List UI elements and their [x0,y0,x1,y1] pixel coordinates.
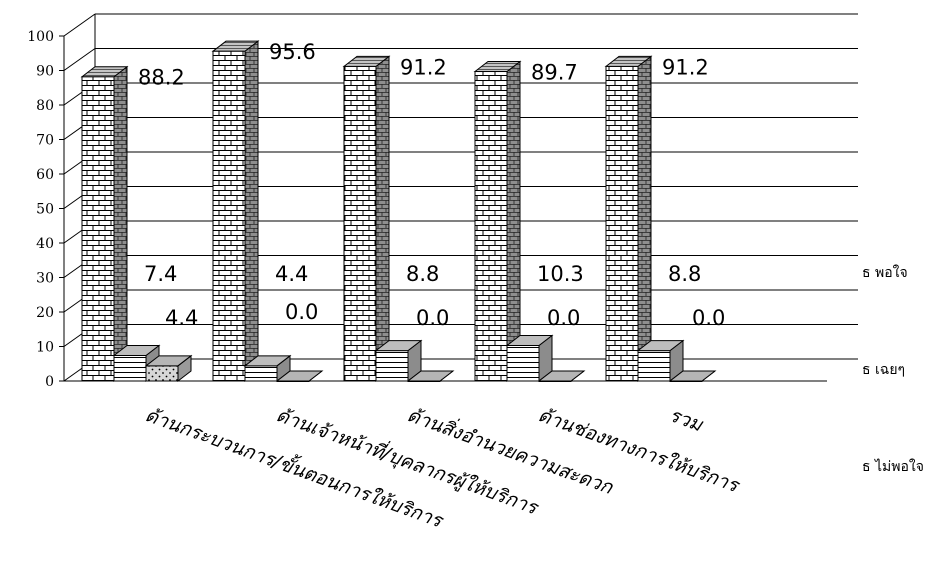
gridline-depth [63,13,96,37]
bar-group [473,60,522,383]
bar-side [637,55,652,383]
bar-top [537,370,586,382]
data-label: 10.3 [537,262,584,286]
bar [212,50,246,382]
bar-group [275,370,324,382]
bar [474,71,508,382]
bar [81,76,115,382]
bar-top [243,355,292,367]
y-tick-label: 50 [36,202,54,218]
bar-group [668,370,717,382]
bar-top [406,370,455,382]
data-label: 0.0 [285,300,318,324]
bar-top [668,370,717,382]
bar-top [505,334,554,346]
bar [113,354,147,382]
gridline-depth [63,48,96,71]
data-label: 0.0 [692,306,725,330]
bar [343,65,377,382]
bar-top [112,344,161,356]
bar-side [113,65,128,383]
bar-side [506,60,521,383]
y-tick-label: 100 [27,29,54,45]
data-label: 4.4 [165,306,198,330]
bar-group [80,65,129,383]
bar-top [275,370,324,382]
bar-group [342,55,391,383]
category-label: รวม [666,404,706,437]
y-tick-label: 30 [36,271,54,287]
y-tick-label: 90 [36,64,54,80]
legend-entry: ธ พอใจ [862,264,908,281]
bar-side [375,55,390,383]
bar-group [505,334,554,383]
bar-group [243,354,292,383]
bar [637,350,671,382]
bar [244,365,278,382]
category-label: ด้านสิ่งอำนวยความสะดวก [404,401,618,499]
data-label: 8.8 [406,262,439,286]
bar-group [406,370,455,382]
y-tick-label: 20 [36,305,54,321]
bar-group [636,339,685,383]
data-label: 0.0 [547,306,580,330]
bar-group [604,55,653,383]
legend-entry: ธ เฉยๆ [862,362,905,378]
y-tick-label: 70 [36,133,54,149]
bar [506,344,540,382]
bar-top [473,61,522,73]
bar-top [374,340,423,352]
bar-top [80,66,129,78]
data-label: 88.2 [138,66,185,90]
bar-top [604,55,653,67]
bar-top [144,355,193,367]
bar [145,365,179,382]
bar-top [636,340,685,352]
data-label: 8.8 [668,262,701,286]
legend-entry: ธ ไม่พอใจ [862,458,924,475]
bar-top [342,55,391,67]
bar [605,65,639,382]
data-label: 91.2 [662,55,709,79]
data-label: 95.6 [269,40,316,64]
bar [375,350,409,382]
data-label: 89.7 [531,61,578,85]
y-tick-label: 10 [36,340,54,356]
data-label: 7.4 [144,262,177,286]
data-label: 0.0 [416,306,449,330]
y-tick-label: 0 [45,374,54,390]
y-tick-label: 80 [36,98,54,114]
bar-side [244,40,259,383]
bar-top [211,40,260,52]
bar-group [537,370,586,382]
bar-group [211,40,260,383]
bar-group [144,354,193,383]
y-tick-label: 60 [36,167,54,183]
bar-group [374,339,423,383]
y-tick-label: 40 [36,236,54,252]
data-label: 4.4 [275,262,308,286]
data-label: 91.2 [400,55,447,79]
